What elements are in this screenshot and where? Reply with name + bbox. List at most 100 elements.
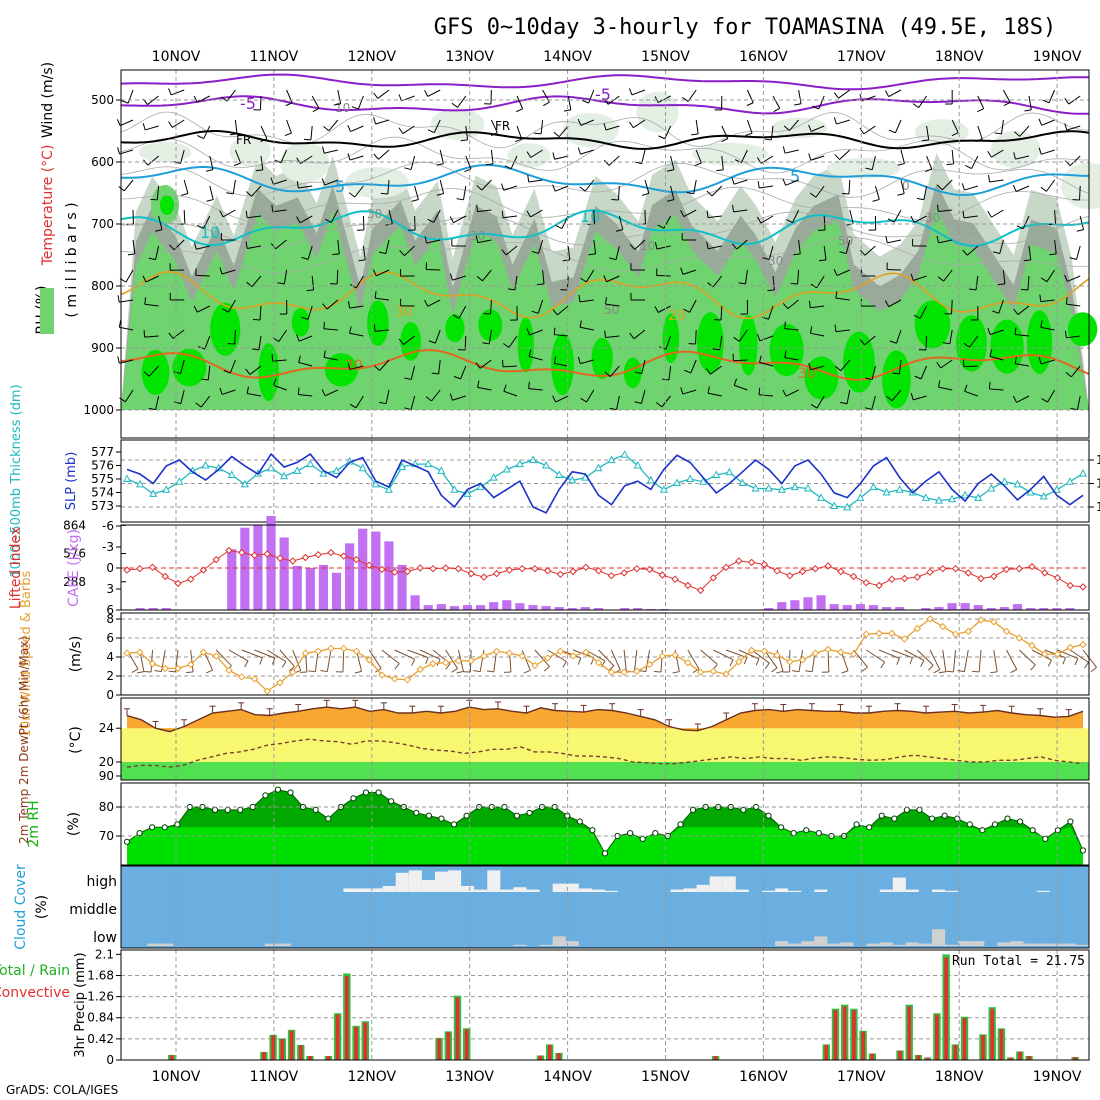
upper-wind-barb [296,334,300,342]
rh2m-point [928,815,936,822]
upper-wind-barb [884,300,890,307]
wind10m-barb [577,657,582,665]
rh-core-90 [914,300,951,349]
wind10m-barb [228,649,249,662]
upper-wind-barb [937,204,939,212]
upper-wind-barb [808,362,812,370]
upper-wind-barb [809,192,817,198]
upper-wind-barb [410,365,416,380]
lifted-index-point [531,564,539,573]
wind10m-speed-point [798,656,807,664]
thickness-point [293,466,302,474]
lifted-index-point [849,572,858,581]
upper-wind-barb [588,89,595,104]
upper-wind-barb [732,204,735,212]
upper-wind-barb [989,355,1004,361]
thickness-point [803,483,813,492]
upper-wind-barb [834,154,840,160]
wind10m-unit-label: (m/s) [68,636,84,673]
lifted-index-point [862,578,871,587]
rh2m-point [765,812,772,819]
upper-wind-barb [963,342,970,348]
wind10m-barb [623,649,627,672]
rh2m-point [262,792,269,799]
upper-wind-barb [427,218,434,223]
upper-wind-barb [609,257,617,261]
rh2m-point [123,838,131,845]
rh2m-point [425,812,432,819]
lifted-index-point [658,571,667,579]
contour-label: 20 [668,308,686,324]
wind10m-barb [771,667,778,673]
upper-wind-barb [756,334,761,341]
upper-wind-barb [859,127,865,135]
upper-wind-barb [964,384,968,392]
upper-wind-barb [479,359,492,369]
upper-wind-barb [156,185,160,200]
upper-wind-barb [234,119,238,134]
upper-wind-barb [300,155,313,165]
lifted-index-point [301,553,310,562]
upper-wind-barb [246,281,253,288]
thickness-slp-panel: 5775765755745731016101410121000~500mb Th… [9,384,1100,577]
upper-wind-barb [119,149,134,155]
wind10m-barb [861,666,868,672]
cloud-high-bar [552,883,566,892]
thickness-point [672,478,682,487]
lifted-index-point [926,568,934,576]
lifted-index-point [467,569,475,578]
upper-wind-barb [918,95,928,108]
slp-tick-label: 1016 [1096,453,1100,467]
upper-wind-barb [657,224,665,229]
wind10m-speed-point [212,652,220,660]
date-label-top: 13NOV [445,49,494,65]
upper-wind-barb [449,216,454,223]
upper-wind-barb [888,299,902,308]
thickness-point [869,482,878,491]
contour-label: 10 [580,207,600,226]
rh2m-point [375,789,382,796]
lifted-index-point [276,554,284,562]
upper-wind-barb [120,119,134,127]
cloud-low-bar [513,944,527,946]
cape-bar [253,524,263,610]
wind10m-barb [1018,649,1036,666]
upper-wind-barb [477,239,492,244]
upper-wind-barb [168,332,174,339]
upper-wind-barb [438,359,441,374]
cloud-low-bar [801,941,815,946]
upper-wind-barb [410,395,416,410]
wind10m-speed-point [913,624,922,633]
li-tick-label: -6 [102,519,114,533]
upper-wind-barb [705,368,711,375]
upper-wind-barb [259,95,262,111]
upper-wind-barb [767,289,775,292]
cloud-high-bar [578,888,592,892]
wind10m-barb [990,671,998,674]
rh-core-90 [445,314,465,343]
upper-wind-barb [798,239,801,254]
upper-wind-barb [1069,257,1077,260]
upper-wind-barb [457,95,467,108]
upper-wind-barb [946,163,954,166]
upper-wind-barb [414,215,416,231]
upper-wind-barb [606,275,620,283]
upper-wind-barb [661,395,671,408]
upper-wind-barb [859,249,866,256]
rh-contour-10 [636,91,679,133]
upper-wind-barb [811,125,825,132]
upper-wind-barb [1064,274,1068,282]
upper-wind-barb [251,185,262,197]
rh2m-point [526,809,533,816]
precip-tick-label: 1.68 [87,968,114,982]
date-label-bottom: 18NOV [935,1069,984,1085]
rh-core-90 [324,353,358,387]
upper-wind-barb [501,249,507,256]
thickness-point [528,455,538,464]
lifted-index-point [1053,574,1062,582]
upper-wind-barb [350,125,364,133]
upper-wind-barb [246,386,249,394]
cape-bar [436,604,446,610]
upper-wind-barb [1012,395,1017,403]
wind10m-barb [279,649,295,667]
